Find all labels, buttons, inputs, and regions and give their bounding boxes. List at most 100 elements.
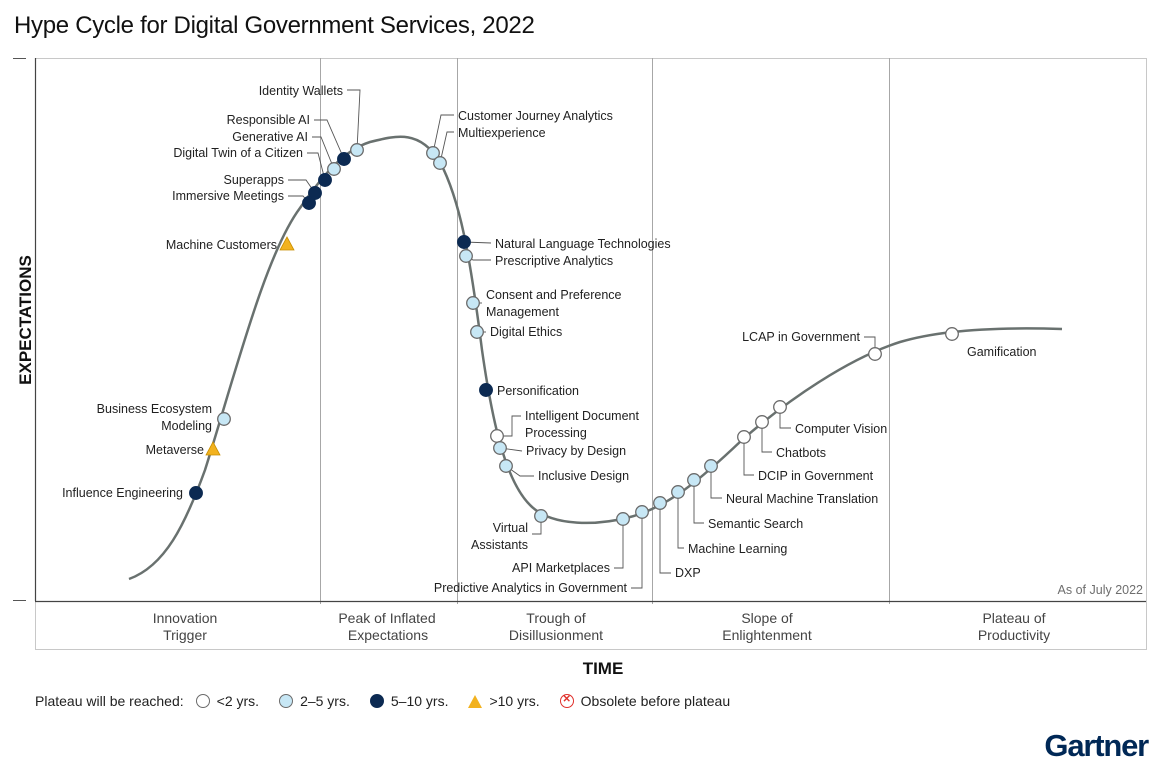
leader-line — [432, 114, 454, 154]
technology-label: Machine Customers — [166, 238, 277, 252]
x-axis-label: TIME — [583, 659, 624, 678]
chart-title: Hype Cycle for Digital Government Servic… — [14, 12, 535, 39]
leader-line — [312, 136, 335, 170]
leader-line — [314, 119, 345, 160]
legend-title: Plateau will be reached: — [35, 693, 184, 709]
phase-label: Productivity — [978, 627, 1050, 643]
marker-circle — [457, 235, 471, 249]
marker-circle — [687, 473, 701, 487]
marker-circle — [773, 400, 787, 414]
marker-circle — [217, 412, 231, 426]
marker-circle — [755, 415, 769, 429]
leader-line — [307, 152, 326, 181]
marker-circle — [350, 143, 364, 157]
technology-label: Generative AI — [232, 130, 308, 144]
technology-label: Natural Language Technologies — [495, 237, 671, 251]
leader-line — [497, 415, 521, 437]
phase-label: Enlightenment — [722, 627, 812, 643]
marker-circle — [704, 459, 718, 473]
markers — [189, 143, 959, 526]
legend-item: 5–10 yrs. — [369, 693, 449, 709]
phase-label: Slope of — [741, 610, 792, 626]
marker-circle — [671, 485, 685, 499]
dark-blue-circle-icon — [369, 694, 384, 708]
technology-label: Digital Twin of a Citizen — [173, 146, 303, 160]
marker-circle — [616, 512, 630, 526]
technology-label: Influence Engineering — [62, 486, 183, 500]
legend-label: 5–10 yrs. — [390, 693, 449, 709]
legend-item: ✕ Obsolete before plateau — [559, 693, 731, 709]
leader-line — [710, 466, 722, 499]
marker-circle — [327, 162, 341, 176]
marker-circle — [868, 347, 882, 361]
legend-item: <2 yrs. — [195, 693, 260, 709]
technology-label: Digital Ethics — [490, 325, 562, 339]
technology-label: Intelligent Document — [525, 409, 639, 423]
legend-label: Obsolete before plateau — [580, 693, 731, 709]
legend-label: <2 yrs. — [216, 693, 260, 709]
technology-label: API Marketplaces — [512, 561, 610, 575]
marker-circle — [499, 459, 513, 473]
marker-circle — [302, 196, 316, 210]
leader-line — [761, 422, 772, 453]
yellow-triangle-icon — [468, 694, 483, 708]
technology-label: LCAP in Government — [742, 330, 860, 344]
technology-label: Personification — [497, 384, 579, 398]
leader-line — [439, 131, 454, 164]
technology-label: Gamification — [967, 345, 1037, 359]
technology-label: Assistants — [471, 538, 528, 552]
technology-label: Privacy by Design — [526, 444, 626, 458]
marker-circle — [433, 156, 447, 170]
marker-circle — [490, 429, 504, 443]
legend-item: >10 yrs. — [468, 693, 540, 709]
phase-label: Trough of — [526, 610, 586, 626]
red-x-circle-icon: ✕ — [559, 694, 574, 708]
technology-label: Multiexperience — [458, 126, 546, 140]
legend: Plateau will be reached: <2 yrs. 2–5 yrs… — [35, 690, 750, 712]
hype-curve — [128, 135, 1063, 581]
marker-circle — [466, 296, 480, 310]
technology-label: Virtual — [493, 521, 528, 535]
technology-label: Neural Machine Translation — [726, 492, 878, 506]
legend-label: >10 yrs. — [489, 693, 540, 709]
marker-circle — [635, 505, 649, 519]
marker-circle — [189, 486, 203, 500]
y-axis-label: EXPECTATIONS — [16, 255, 35, 385]
phase-label: Expectations — [348, 627, 428, 643]
technology-label: Management — [486, 305, 559, 319]
white-circle-icon — [195, 694, 210, 708]
marker-circle — [945, 327, 959, 341]
leader-line — [659, 503, 671, 574]
marker-triangle — [205, 441, 221, 456]
marker-circle — [534, 509, 548, 523]
technology-label: Modeling — [161, 419, 212, 433]
phase-label: Innovation — [153, 610, 218, 626]
phase-label: Peak of Inflated — [338, 610, 435, 626]
marker-circle — [426, 146, 440, 160]
phase-label: Trigger — [163, 627, 207, 643]
technology-label: Immersive Meetings — [172, 189, 284, 203]
marker-circle — [737, 430, 751, 444]
technology-label: Metaverse — [146, 443, 204, 457]
leader-line — [693, 480, 704, 524]
light-blue-circle-icon — [279, 694, 294, 708]
leader-line — [614, 519, 624, 569]
as-of-note: As of July 2022 — [1058, 583, 1144, 597]
leader-line — [677, 492, 684, 549]
legend-label: 2–5 yrs. — [300, 693, 350, 709]
technology-label: Predictive Analytics in Government — [434, 581, 628, 595]
technology-labels: Influence Engineering Metaverse Business E… — [62, 84, 1036, 595]
technology-label: Prescriptive Analytics — [495, 254, 613, 268]
marker-circle — [337, 152, 351, 166]
legend-item: 2–5 yrs. — [279, 693, 350, 709]
technology-label: Semantic Search — [708, 517, 803, 531]
technology-label: Machine Learning — [688, 542, 787, 556]
marker-circle — [479, 383, 493, 397]
technology-label: Customer Journey Analytics — [458, 109, 613, 123]
marker-circle — [470, 325, 484, 339]
leader-line — [631, 512, 643, 589]
technology-label: Processing — [525, 426, 587, 440]
technology-label: Responsible AI — [227, 113, 310, 127]
marker-circle — [308, 186, 322, 200]
